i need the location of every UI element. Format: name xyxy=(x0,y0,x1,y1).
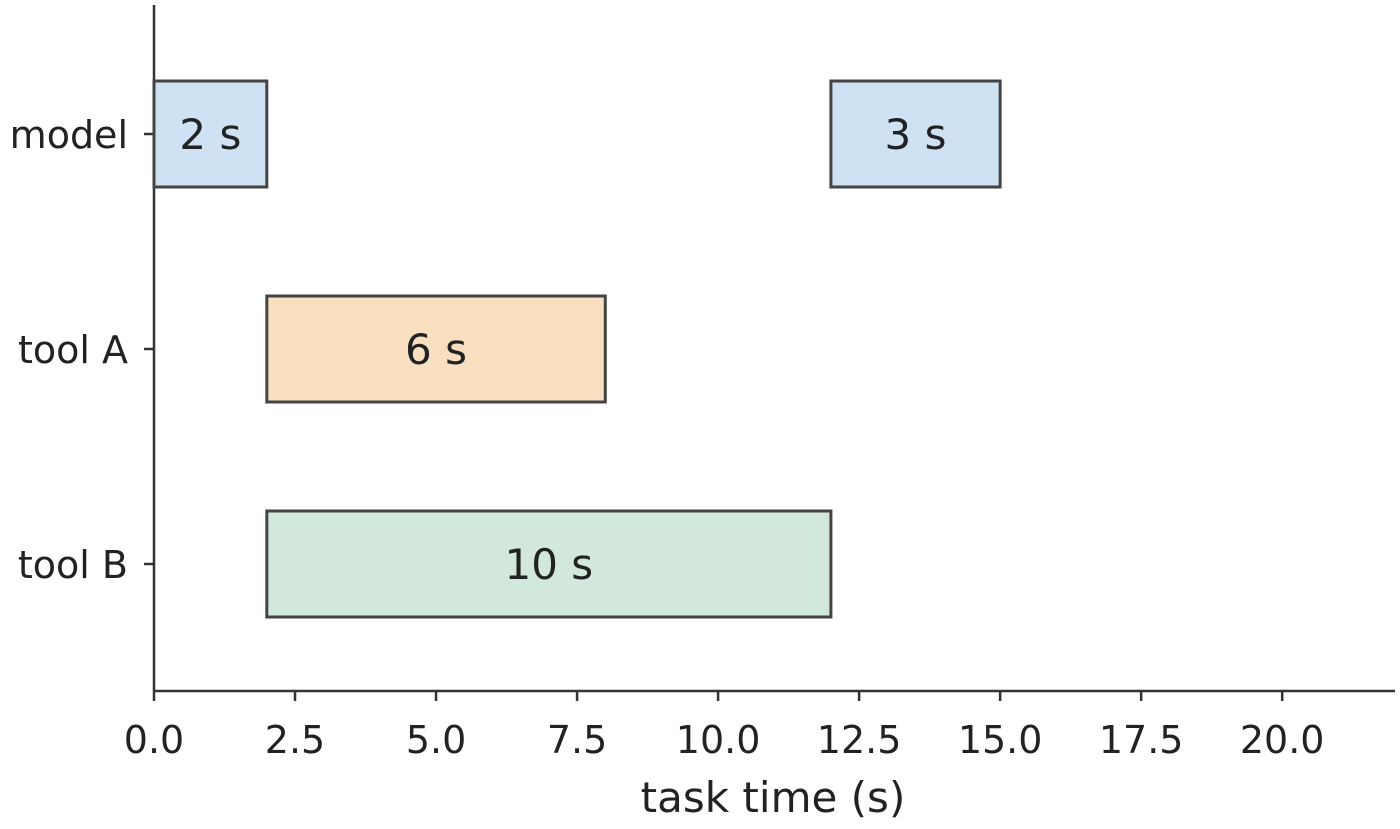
y-axis: model tool A tool B xyxy=(10,5,156,691)
bar-label: 3 s xyxy=(885,110,947,159)
y-tick-label: tool A xyxy=(18,328,128,372)
x-tick-label: 10.0 xyxy=(676,718,761,762)
bar-segment xyxy=(265,294,607,404)
y-tick-label: tool B xyxy=(18,543,128,587)
bar-segment xyxy=(265,509,833,619)
bar-label: 10 s xyxy=(505,540,594,589)
x-tick-label: 0.0 xyxy=(124,718,184,762)
x-tick-label: 20.0 xyxy=(1240,718,1325,762)
x-tick-label: 17.5 xyxy=(1099,718,1184,762)
x-tick-label: 5.0 xyxy=(406,718,466,762)
y-tick-label: model xyxy=(10,113,128,157)
bar-label: 6 s xyxy=(405,325,467,374)
bar-segment xyxy=(152,79,269,189)
x-tick-label: 12.5 xyxy=(817,718,902,762)
x-axis-title: task time (s) xyxy=(641,773,906,822)
x-tick-label: 7.5 xyxy=(547,718,607,762)
x-tick-label: 2.5 xyxy=(265,718,325,762)
bar-segment xyxy=(829,79,1002,189)
x-tick-label: 15.0 xyxy=(958,718,1043,762)
bars: 2 s 3 s 6 s 10 s xyxy=(152,79,1002,619)
bar-label: 2 s xyxy=(179,110,241,159)
x-axis: 0.0 2.5 5.0 7.5 10.0 12.5 15.0 17.5 20.0 xyxy=(124,689,1395,762)
